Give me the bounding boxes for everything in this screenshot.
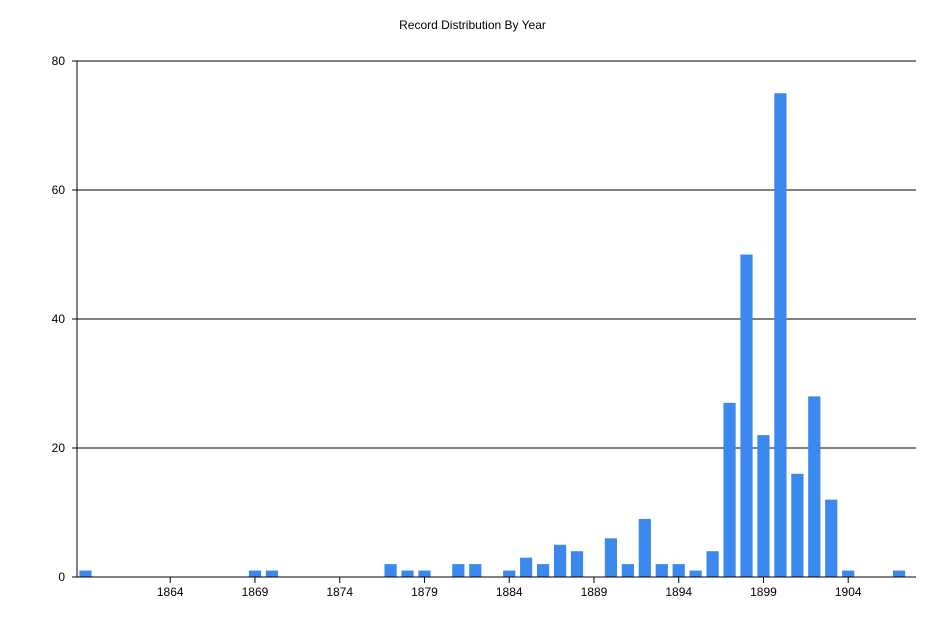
y-tick-label: 60 (52, 183, 66, 197)
y-tick-label: 20 (52, 441, 66, 455)
bar-1892 (638, 518, 651, 577)
bar-1895 (689, 570, 702, 577)
bar-1894 (672, 564, 685, 577)
x-tick-label: 1889 (581, 585, 608, 599)
x-tick-label: 1869 (242, 585, 269, 599)
bar-1897 (723, 402, 736, 577)
axes: 0 20 40 60 80 1864 1869 1874 1879 1884 1889 1894 189… (52, 54, 916, 599)
bar-1893 (655, 564, 668, 577)
bar-1898 (740, 254, 753, 577)
x-tick-label: 1864 (157, 585, 184, 599)
x-tick-label: 1894 (665, 585, 692, 599)
bar-1890 (604, 538, 618, 577)
bar-1870 (265, 570, 279, 577)
bar-1904 (842, 570, 855, 577)
bar-1896 (706, 551, 719, 577)
bar-1900 (774, 93, 787, 577)
grid-lines (77, 60, 916, 449)
bar-1903 (825, 499, 838, 577)
bars (79, 93, 906, 577)
y-tick-label: 80 (52, 54, 66, 68)
bar-1869 (248, 570, 262, 577)
bar-1885 (520, 557, 533, 577)
bar-1877 (384, 564, 397, 577)
bar-1879 (418, 570, 431, 577)
bar-1859 (79, 570, 92, 577)
bar-1878 (401, 570, 414, 577)
x-tick-label: 1904 (835, 585, 862, 599)
y-tick-label: 40 (52, 312, 66, 326)
bar-1881 (452, 564, 465, 577)
x-tick-label: 1899 (750, 585, 777, 599)
bar-1899 (757, 435, 770, 577)
bar-1887 (553, 544, 567, 577)
bar-1902 (808, 396, 821, 577)
chart-title: Record Distribution By Year (399, 18, 546, 32)
x-tick-label: 1879 (411, 585, 438, 599)
bar-1886 (537, 564, 550, 577)
bar-1891 (621, 564, 634, 577)
bar-1884 (503, 570, 516, 577)
y-tick-label: 0 (58, 570, 65, 584)
bar-1901 (791, 473, 804, 577)
x-tick-label: 1874 (326, 585, 353, 599)
bar-1888 (570, 551, 584, 577)
bar-1882 (469, 564, 482, 577)
x-tick-label: 1884 (496, 585, 523, 599)
bar-1907 (892, 570, 906, 577)
